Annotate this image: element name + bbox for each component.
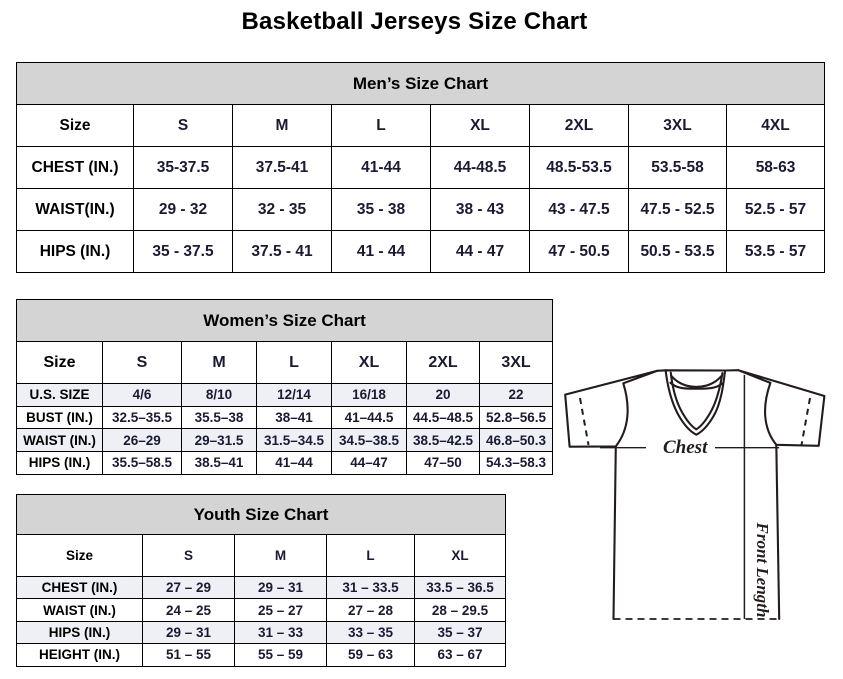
svg-text:Chest: Chest — [663, 437, 708, 458]
svg-text:Front Length: Front Length — [753, 522, 772, 618]
